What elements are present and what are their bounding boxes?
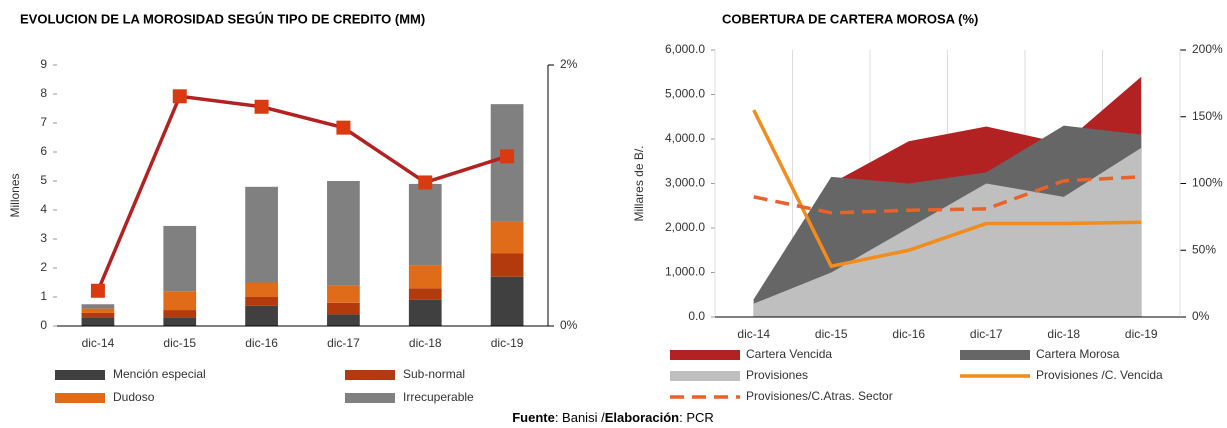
y2-tick-label: 2% (560, 57, 578, 71)
bar (490, 253, 524, 277)
source: : Banisi / (555, 410, 605, 425)
bar (163, 291, 197, 311)
x-tick-label: dic-14 (737, 327, 770, 341)
y2-tick-label: 0% (1192, 309, 1210, 323)
y-tick-label: 5 (40, 173, 47, 187)
area (753, 147, 1142, 317)
legend-label: Cartera Morosa (1036, 347, 1120, 361)
x-tick-label: dic-15 (163, 336, 196, 350)
y-axis-title: Millares de B/. (632, 145, 646, 221)
y-tick-label: 3,000.0 (665, 176, 705, 190)
y2-tick-label: 100% (1192, 176, 1223, 190)
y2-tick-label: 0% (560, 318, 578, 332)
bar (245, 297, 278, 306)
marker (172, 89, 187, 104)
x-tick-label: dic-15 (815, 327, 848, 341)
legend-swatch (670, 371, 740, 381)
y-tick-label: 0 (40, 318, 47, 332)
bar (245, 186, 278, 283)
legend-label: Cartera Vencida (746, 347, 832, 361)
legend-swatch (55, 393, 105, 403)
marker (418, 175, 433, 190)
credit: : PCR (679, 410, 714, 425)
y-tick-label: 1,000.0 (665, 265, 705, 279)
legend-label: Provisiones /C. Vencida (1036, 368, 1163, 382)
marker (90, 283, 105, 298)
x-tick-label: dic-18 (1047, 327, 1080, 341)
x-tick-label: dic-17 (327, 336, 360, 350)
line (752, 109, 1142, 269)
legend-label: Irrecuperable (403, 390, 474, 404)
x-tick-label: dic-14 (82, 336, 115, 350)
y-tick-label: 2,000.0 (665, 220, 705, 234)
y-tick-label: 9 (40, 57, 47, 71)
bar (327, 285, 360, 303)
bar (163, 225, 197, 292)
legend-swatch (345, 393, 395, 403)
x-tick-label: dic-16 (892, 327, 925, 341)
y-tick-label: 0.0 (688, 309, 705, 323)
legend-swatch (960, 350, 1030, 360)
bar (327, 181, 360, 286)
source-label: Fuente (512, 410, 555, 425)
legend-label: Dudoso (113, 390, 155, 404)
marker (336, 120, 351, 135)
y2-tick-label: 150% (1192, 109, 1223, 123)
bar (408, 288, 442, 300)
bar (408, 183, 442, 266)
bar (245, 305, 278, 326)
legend-swatch (55, 370, 105, 380)
bar (408, 299, 442, 326)
y-tick-label: 4 (40, 202, 47, 216)
y-tick-label: 7 (40, 115, 47, 129)
y2-tick-label: 200% (1192, 42, 1223, 56)
y-tick-label: 2 (40, 260, 47, 274)
bar (490, 221, 524, 254)
bar (490, 276, 524, 326)
bar (81, 317, 115, 326)
bar (163, 310, 197, 318)
x-tick-label: dic-19 (1125, 327, 1158, 341)
y-tick-label: 4,000.0 (665, 131, 705, 145)
footer: Fuente: Banisi /Elaboración: PCR (512, 410, 714, 425)
chart-title: EVOLUCION DE LA MOROSIDAD SEGÚN TIPO DE … (20, 11, 425, 26)
bar (81, 312, 115, 318)
line (96, 94, 508, 292)
y-tick-label: 3 (40, 231, 47, 245)
legend-swatch (345, 370, 395, 380)
credit-label: Elaboración (605, 410, 679, 425)
bar (81, 304, 115, 309)
bar (327, 302, 360, 315)
y2-tick-label: 50% (1192, 242, 1216, 256)
bar (408, 265, 442, 289)
legend-label: Provisiones (746, 368, 808, 382)
y-tick-label: 6,000.0 (665, 42, 705, 56)
bar (163, 317, 197, 326)
y-tick-label: 5,000.0 (665, 87, 705, 101)
legend-label: Sub-normal (403, 367, 465, 381)
legend-swatch (670, 350, 740, 360)
x-tick-label: dic-16 (245, 336, 278, 350)
y-tick-label: 8 (40, 86, 47, 100)
bar (327, 314, 360, 326)
y-axis-title: Millones (8, 173, 22, 217)
marker (254, 99, 269, 114)
chart-title: COBERTURA DE CARTERA MOROSA (%) (722, 11, 978, 26)
legend-label: Provisiones/C.Atras. Sector (746, 389, 893, 403)
bar (245, 282, 278, 297)
y-tick-label: 6 (40, 144, 47, 158)
y-tick-label: 1 (40, 289, 47, 303)
x-tick-label: dic-19 (491, 336, 524, 350)
x-tick-label: dic-18 (409, 336, 442, 350)
marker (500, 149, 515, 164)
bar (81, 308, 115, 313)
legend-label: Mención especial (113, 367, 206, 381)
x-tick-label: dic-17 (970, 327, 1003, 341)
